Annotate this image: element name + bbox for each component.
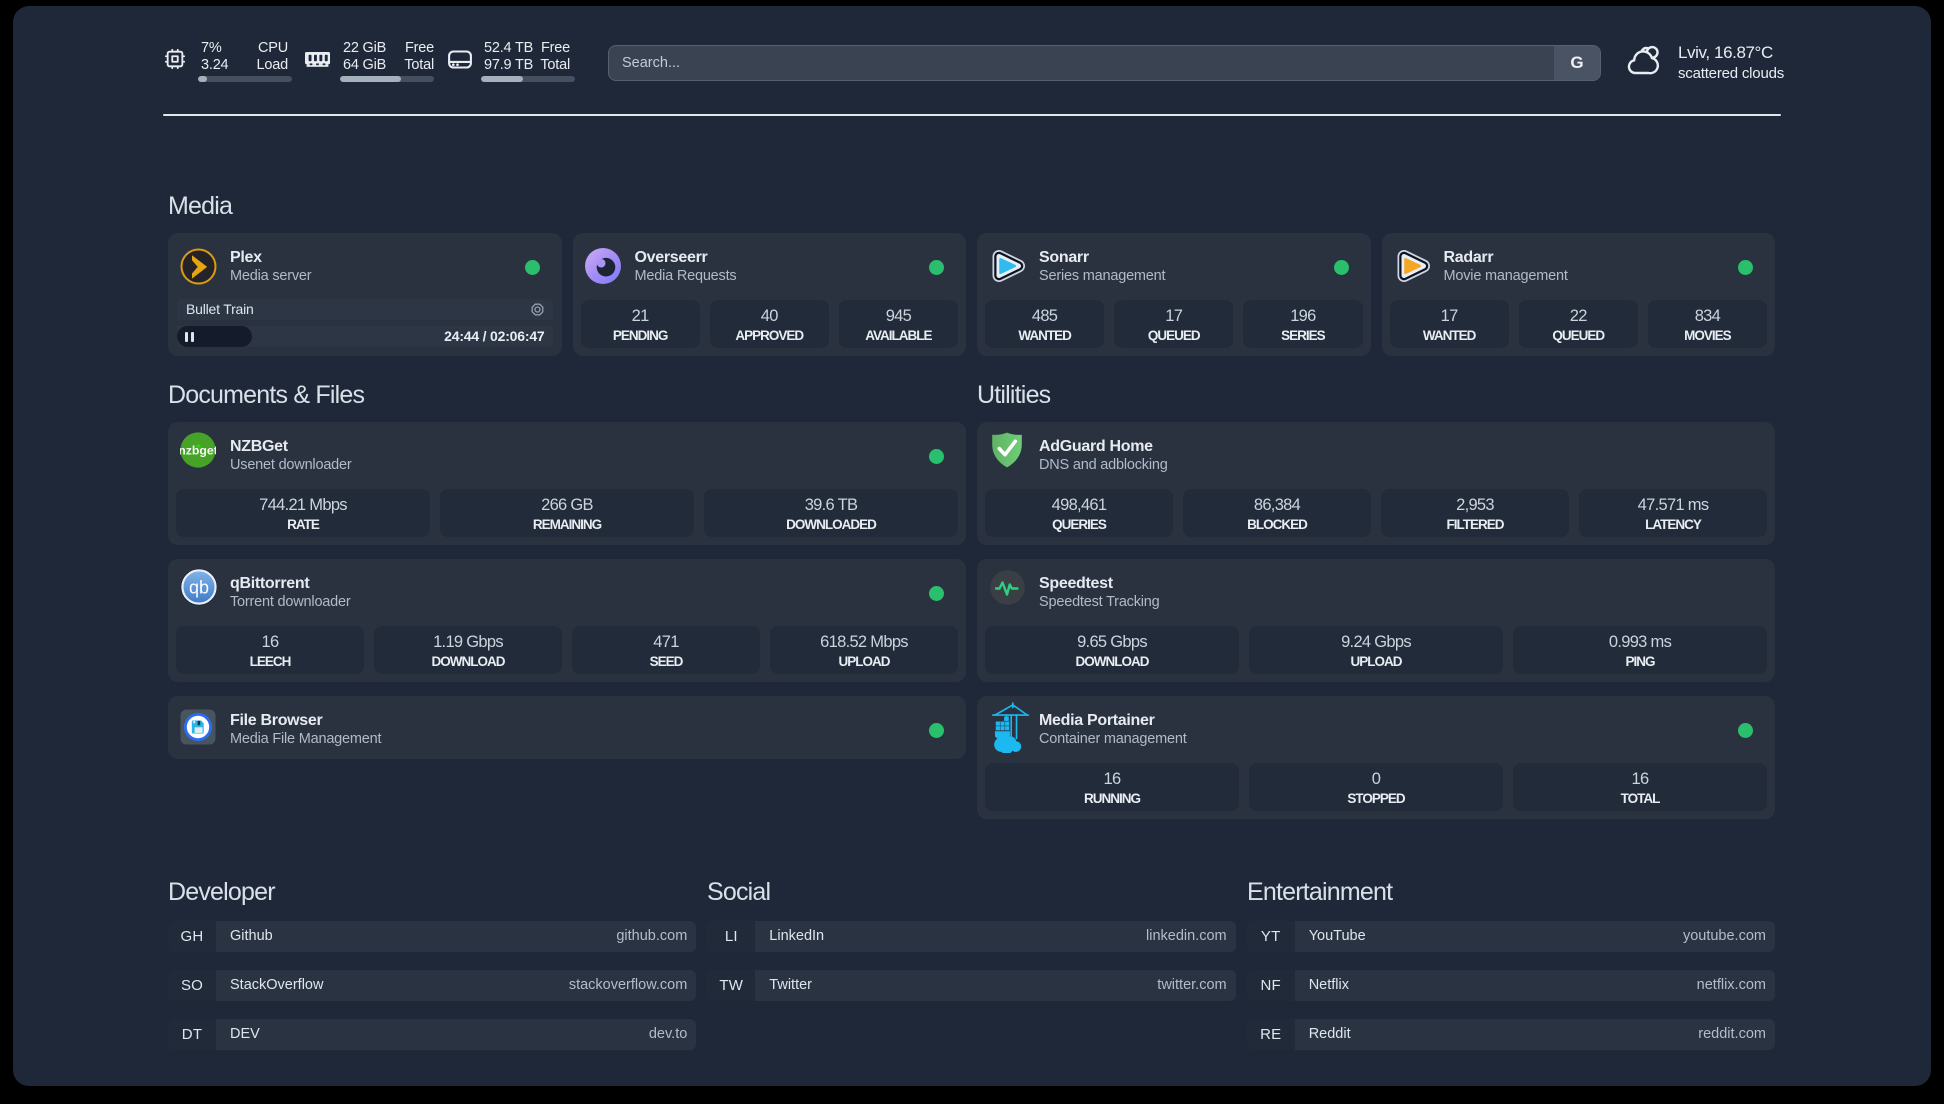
svg-text:qb: qb [189,578,209,598]
svg-text:nzbget: nzbget [180,444,216,458]
